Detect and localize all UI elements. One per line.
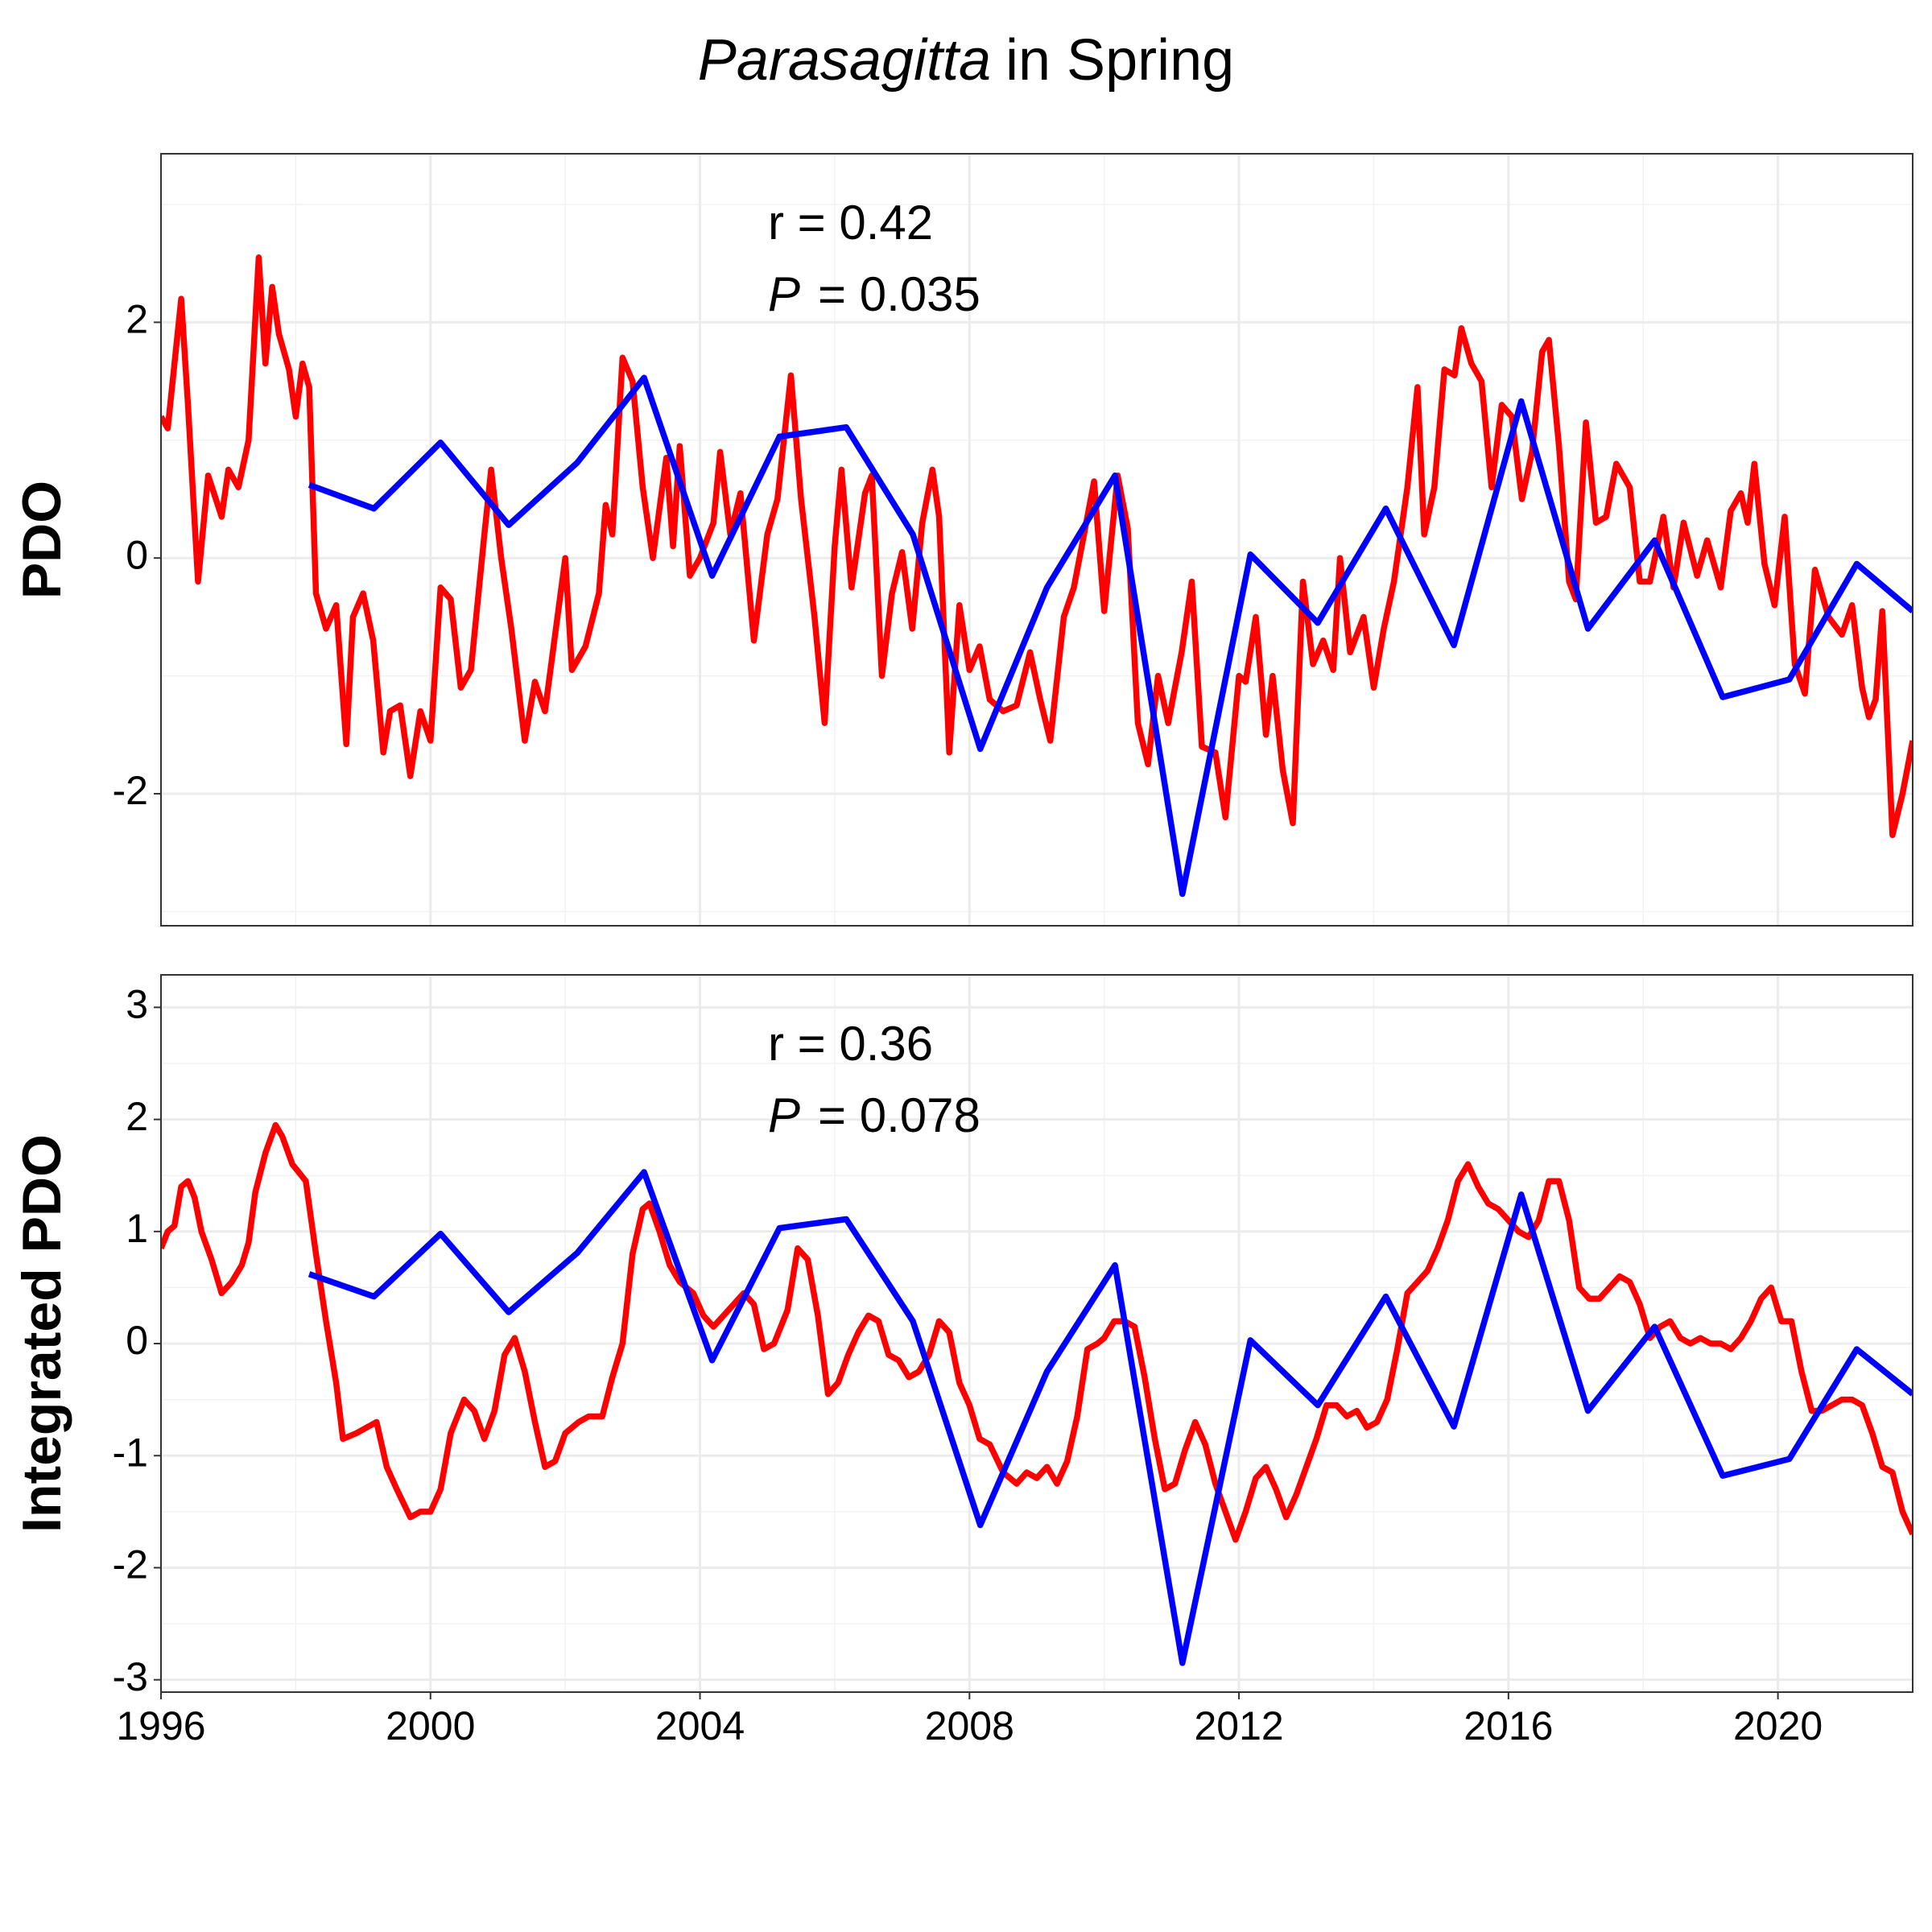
annotation-text: = 0.078 xyxy=(818,1088,980,1142)
x-tick-label: 2008 xyxy=(925,1703,1014,1748)
x-tick-label: 2016 xyxy=(1463,1703,1553,1748)
annotation: P = 0.078 xyxy=(768,1088,980,1142)
y-tick-label: 1 xyxy=(126,1206,148,1251)
annotation-italic: P xyxy=(768,1088,800,1142)
annotation-text: r = 0.42 xyxy=(768,196,933,250)
annotation: r = 0.42 xyxy=(768,196,933,250)
x-tick-label: 2004 xyxy=(655,1703,745,1748)
panel: -3 -2 -1 0 1 2 3 1996 2000 2004 2008 2012 2016 2020 In… xyxy=(11,974,1913,1748)
annotation: P = 0.035 xyxy=(768,267,980,321)
y-tick-label: -2 xyxy=(113,1542,148,1587)
series-line xyxy=(308,1169,1913,1666)
y-tick-label: 0 xyxy=(126,1318,148,1363)
annotation-text: = 0.035 xyxy=(818,267,980,321)
lines xyxy=(161,254,1913,898)
x-tick-label: 2012 xyxy=(1194,1703,1283,1748)
title-rest: in Spring xyxy=(1005,28,1234,93)
y-tick-label: 3 xyxy=(126,982,148,1027)
y-tick-label: -2 xyxy=(113,768,148,813)
annotation-italic: P xyxy=(768,267,800,321)
title-italic: Parasagitta xyxy=(698,28,991,93)
y-tick-label: 2 xyxy=(126,297,148,342)
y-tick-label: -1 xyxy=(113,1430,148,1475)
y-tick-label: 2 xyxy=(126,1094,148,1139)
panel: -2 0 2 PDO r = 0.42 P = 0.035 xyxy=(11,153,1913,927)
series-line xyxy=(308,374,1913,898)
y-tick-label: 0 xyxy=(126,532,148,577)
y-axis-label: PDO xyxy=(11,481,72,599)
annotation-text: r = 0.36 xyxy=(768,1017,933,1071)
panel-border xyxy=(160,153,1913,927)
x-tick-label: 1996 xyxy=(116,1703,205,1748)
x-tick-label: 2020 xyxy=(1733,1703,1823,1748)
y-tick-label: -3 xyxy=(113,1654,148,1699)
y-axis-label: Integrated PDO xyxy=(11,1134,72,1533)
series-line xyxy=(161,254,1913,839)
panel-border xyxy=(160,974,1913,1693)
annotation: r = 0.36 xyxy=(768,1017,933,1071)
series-line xyxy=(161,1121,1913,1543)
x-tick-label: 2000 xyxy=(386,1703,475,1748)
lines xyxy=(161,1121,1913,1666)
chart-title: Parasagitta in Spring xyxy=(698,28,1234,93)
